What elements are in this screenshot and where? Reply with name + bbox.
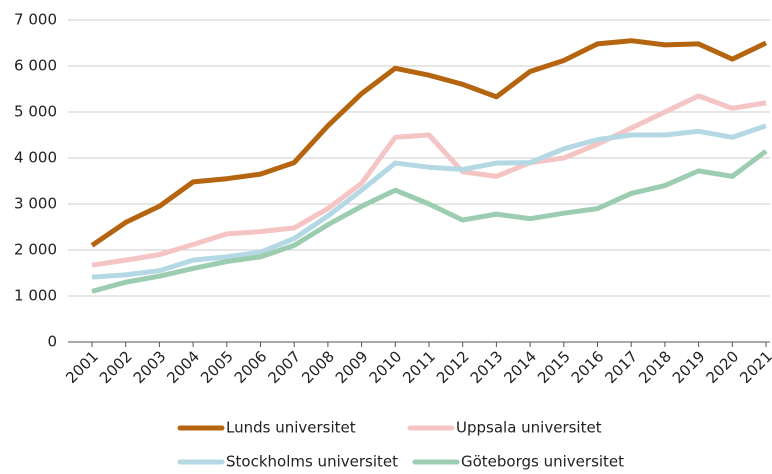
legend-label: Göteborgs universitet [461,453,624,471]
y-tick-label: 6 000 [14,57,57,75]
x-tick-label: 2012 [433,347,473,387]
x-tick-label: 2006 [231,347,271,387]
x-tick-label: 2014 [500,347,540,387]
legend-label: Lunds universitet [226,419,356,437]
x-tick-label: 2020 [703,347,743,387]
x-tick-label: 2001 [62,347,102,387]
y-tick-label: 0 [47,333,57,351]
x-tick-label: 2013 [467,347,507,387]
x-tick-label: 2003 [130,347,170,387]
x-tick-label: 2004 [163,347,203,387]
series-line [91,123,767,280]
series-line [90,38,768,248]
x-tick-label: 2002 [96,347,136,387]
x-tick-label: 2005 [197,347,237,387]
y-tick-label: 1 000 [14,287,57,305]
y-tick-label: 3 000 [14,195,57,213]
x-tick-label: 2007 [264,347,304,387]
y-tick-label: 5 000 [14,103,57,121]
legend-label: Stockholms universitet [226,453,398,471]
x-tick-label: 2021 [736,347,772,387]
legend-label: Uppsala universitet [456,419,602,437]
x-tick-label: 2015 [534,347,574,387]
y-tick-label: 4 000 [14,149,57,167]
x-tick-label: 2017 [601,347,641,387]
x-tick-label: 2018 [635,347,675,387]
x-tick-label: 2008 [298,347,338,387]
x-tick-label: 2019 [669,347,709,387]
x-tick-label: 2010 [366,347,406,387]
y-tick-label: 2 000 [14,241,57,259]
series-line [91,149,768,294]
x-tick-label: 2016 [568,347,608,387]
x-tick-label: 2011 [399,347,439,387]
series-line [91,93,767,268]
y-tick-label: 7 000 [14,11,57,29]
x-tick-label: 2009 [332,347,372,387]
